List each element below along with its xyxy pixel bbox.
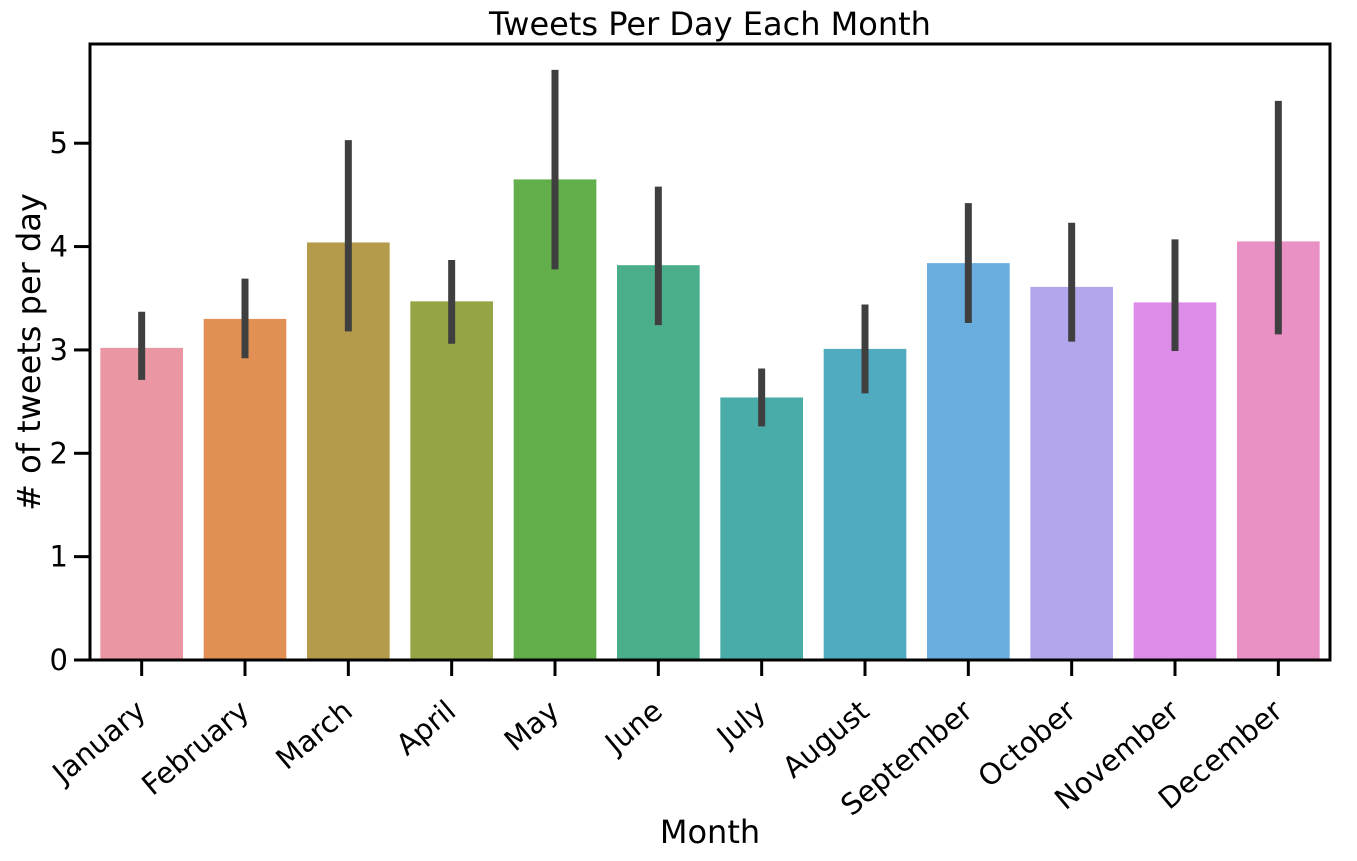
x-tick-label: June: [597, 693, 669, 761]
bar-october: [1030, 286, 1113, 660]
y-tick-label: 4: [50, 230, 68, 264]
bar-april: [410, 301, 493, 660]
bars-layer: [100, 179, 1320, 661]
x-axis-title: Month: [660, 813, 760, 851]
bar-november: [1133, 302, 1217, 660]
x-tick-label: May: [498, 693, 566, 758]
y-tick-label: 2: [50, 436, 68, 470]
y-tick-label: 3: [50, 333, 68, 367]
y-tick-label: 1: [50, 540, 68, 574]
bar-june: [617, 265, 700, 660]
bar-july: [720, 397, 803, 660]
y-tick-label: 5: [50, 126, 68, 160]
y-tick-label: 0: [50, 643, 68, 677]
bar-january: [100, 347, 183, 660]
y-axis-title: # of tweets per day: [10, 193, 48, 511]
x-tick-label: March: [269, 693, 359, 776]
x-tick-label: April: [390, 693, 463, 762]
x-tick-label: February: [135, 693, 255, 802]
bar-february: [203, 318, 287, 660]
x-tick-label: July: [709, 693, 772, 754]
x-tick-label: August: [776, 693, 876, 784]
plot-frame: [88, 42, 1332, 662]
chart-title: Tweets Per Day Each Month: [488, 5, 931, 43]
error-bars-layer: [138, 69, 1282, 427]
bar-august: [823, 348, 907, 660]
y-axis: 0 1 2 3 4 5: [50, 126, 90, 677]
bar-september: [927, 263, 1010, 660]
